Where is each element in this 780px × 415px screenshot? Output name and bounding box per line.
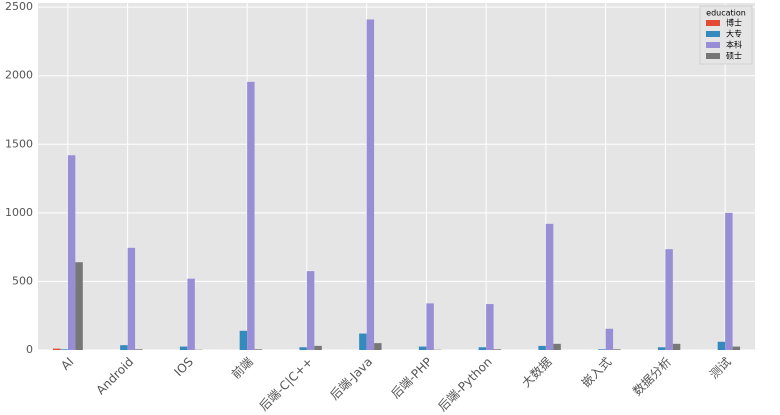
bar xyxy=(553,343,561,350)
bar xyxy=(60,349,68,350)
bar xyxy=(374,343,382,350)
bar xyxy=(598,349,606,350)
legend-label: 本科 xyxy=(726,40,742,50)
x-tick-label: 大数据 xyxy=(518,354,554,390)
legend-label: 大专 xyxy=(726,29,742,39)
bar xyxy=(120,345,128,350)
bar xyxy=(418,346,427,350)
legend-swatch xyxy=(706,31,720,37)
y-tick-label: 2000 xyxy=(5,69,33,82)
y-tick-label: 1000 xyxy=(5,206,33,219)
legend-label: 博士 xyxy=(726,18,742,28)
bar xyxy=(247,81,255,350)
y-tick-label: 500 xyxy=(12,274,33,287)
x-tick-label: Android xyxy=(94,355,137,398)
x-tick-label: 后端-PHP xyxy=(388,355,435,402)
y-tick-label: 1500 xyxy=(5,137,33,150)
x-tick-label: 嵌入式 xyxy=(579,355,614,390)
x-tick-label: 测试 xyxy=(706,354,734,382)
bar xyxy=(717,341,726,350)
x-tick-label: 后端-Java xyxy=(327,355,375,403)
legend-label: 硕士 xyxy=(726,51,742,61)
bar xyxy=(52,348,61,350)
x-tick-label: AI xyxy=(58,355,76,373)
bar xyxy=(426,303,434,350)
bar xyxy=(486,304,494,350)
bar xyxy=(538,345,546,350)
bar xyxy=(127,247,136,350)
bar xyxy=(605,328,614,350)
bar xyxy=(732,346,741,350)
bar xyxy=(187,278,195,350)
bar xyxy=(179,346,188,350)
bar xyxy=(239,330,248,350)
bar xyxy=(725,212,733,350)
bar xyxy=(254,349,263,350)
bar xyxy=(314,345,322,350)
x-tick-label: 后端-C|C++ xyxy=(257,355,316,414)
legend-swatch xyxy=(706,20,720,26)
bar xyxy=(672,343,681,350)
x-tick-label: 后端-Python xyxy=(435,355,494,414)
bar xyxy=(545,223,554,350)
bar xyxy=(665,249,673,350)
plot-area xyxy=(38,3,755,350)
y-tick-label: 0 xyxy=(26,343,33,356)
bar xyxy=(657,347,666,350)
bar xyxy=(366,19,375,351)
bar xyxy=(359,333,367,350)
legend-title: education xyxy=(706,9,746,18)
y-tick-label: 2500 xyxy=(5,0,33,13)
bar xyxy=(75,262,83,350)
x-tick-label: IOS xyxy=(171,355,195,379)
x-tick-label: 数据分析 xyxy=(629,354,674,399)
bar xyxy=(613,349,621,350)
bar xyxy=(135,349,143,350)
bar xyxy=(493,349,502,350)
bar xyxy=(299,347,307,350)
bar xyxy=(478,347,487,350)
legend-swatch xyxy=(706,53,720,59)
bar xyxy=(67,155,76,350)
bar xyxy=(306,271,315,350)
x-tick-label: 前端 xyxy=(228,354,256,382)
legend-swatch xyxy=(706,42,720,48)
